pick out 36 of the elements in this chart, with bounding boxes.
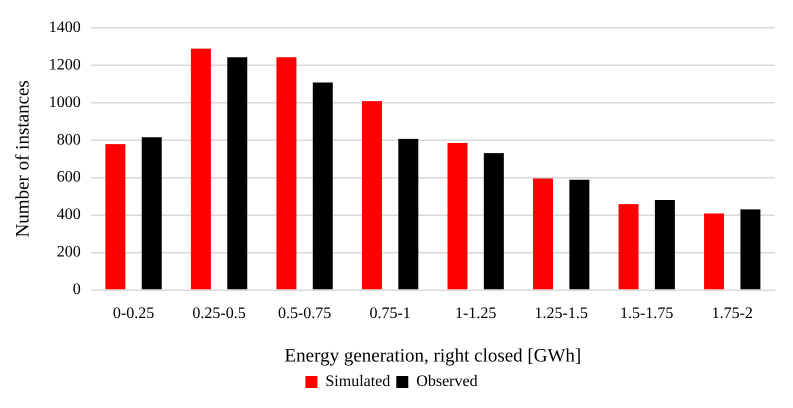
y-tick-label: 200	[56, 244, 81, 261]
y-tick-label: 1200	[48, 56, 81, 74]
y-axis-title: Number of instances	[12, 80, 34, 238]
bar	[447, 143, 468, 290]
bar	[190, 48, 211, 290]
bar	[276, 57, 296, 290]
x-tick-label: 0-0.25	[112, 304, 154, 322]
bar	[704, 214, 724, 290]
x-tick-label: 1.5-1.75	[620, 304, 674, 322]
y-tick-label: 400	[56, 206, 81, 224]
bar	[312, 82, 333, 290]
bar	[569, 180, 590, 290]
x-tick-label: 0.5-0.75	[278, 304, 332, 322]
legend-label: Observed	[416, 373, 478, 390]
legend-label: Simulated	[325, 373, 390, 390]
x-tick-label: 1-1.25	[455, 304, 496, 322]
y-tick-label: 1400	[48, 18, 81, 36]
y-tick-label: 600	[56, 168, 81, 186]
y-tick-label: 0	[72, 281, 81, 298]
bar	[740, 209, 760, 290]
bar	[484, 153, 504, 290]
x-tick-label: 1.75-2	[712, 304, 753, 322]
y-tick-label: 1000	[48, 94, 81, 111]
bar	[618, 204, 639, 290]
y-tick-label: 800	[56, 131, 81, 148]
bar	[227, 57, 248, 290]
bar	[398, 138, 418, 290]
bar	[654, 200, 675, 290]
x-axis-title: Energy generation, right closed [GWh]	[284, 346, 582, 367]
bar	[105, 144, 126, 290]
bar	[142, 137, 162, 290]
x-tick-label: 0.25-0.5	[192, 304, 246, 322]
bar	[362, 101, 382, 290]
bar	[533, 178, 554, 290]
x-tick-label: 1.25-1.5	[534, 304, 588, 322]
x-tick-label: 0.75-1	[369, 304, 411, 322]
